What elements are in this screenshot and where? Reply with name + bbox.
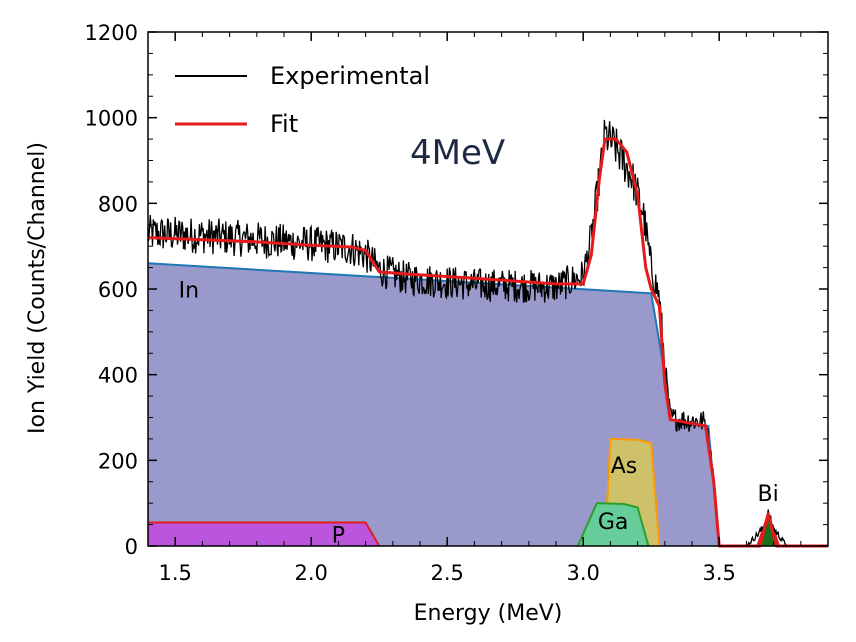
y-tick-label: 0 bbox=[125, 535, 138, 559]
area-p bbox=[148, 522, 380, 546]
x-tick-label: 3.5 bbox=[702, 561, 735, 585]
y-tick-label: 800 bbox=[98, 192, 138, 216]
area-edge-as bbox=[603, 437, 661, 547]
x-tick-label: 2.5 bbox=[430, 561, 463, 585]
area-edge-ga bbox=[576, 502, 650, 547]
legend-label-experimental: Experimental bbox=[270, 62, 430, 90]
x-tick-label: 1.5 bbox=[158, 561, 191, 585]
x-tick-label: 3.0 bbox=[566, 561, 599, 585]
x-axis-title: Energy (MeV) bbox=[414, 601, 563, 626]
legend: Experimental Fit bbox=[175, 62, 430, 138]
component-label-p: P bbox=[332, 524, 345, 549]
y-tick-label: 200 bbox=[98, 449, 138, 473]
area-ga bbox=[577, 503, 649, 546]
area-edge-p bbox=[148, 521, 381, 547]
beam-energy-annotation: 4MeV bbox=[410, 133, 505, 173]
component-label-ga: Ga bbox=[598, 510, 629, 535]
component-label-in: In bbox=[179, 279, 199, 304]
y-tick-label: 600 bbox=[98, 278, 138, 302]
y-axis-title: Ion Yield (Counts/Channel) bbox=[25, 142, 50, 434]
y-tick-label: 1200 bbox=[85, 21, 138, 45]
axis-ticks: 1.5 2.0 2.5 3.0 3.5 0 200 400 600 800 1000 1200 bbox=[85, 21, 829, 585]
component-label-as: As bbox=[611, 454, 638, 479]
component-labels: In P As Ga Bi bbox=[179, 279, 779, 549]
x-tick-label: 2.0 bbox=[294, 561, 327, 585]
legend-label-fit: Fit bbox=[270, 110, 298, 138]
y-tick-label: 400 bbox=[98, 364, 138, 388]
area-in bbox=[148, 263, 720, 546]
y-tick-label: 1000 bbox=[85, 107, 138, 131]
component-label-bi: Bi bbox=[758, 482, 779, 507]
